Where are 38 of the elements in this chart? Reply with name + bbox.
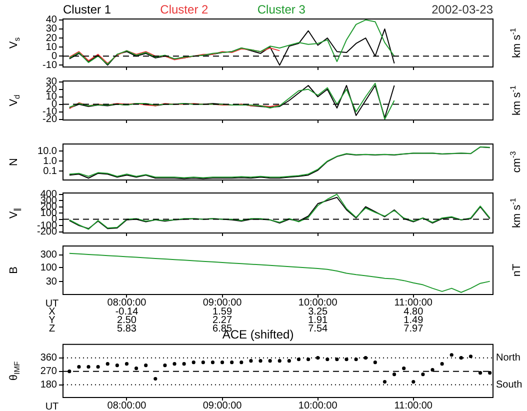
- y-tick-label: 180: [40, 380, 58, 391]
- ref-line-label: North: [496, 352, 520, 364]
- y-tick-label: 360: [40, 352, 58, 364]
- text: 7.54: [308, 323, 328, 334]
- text: 5.83: [117, 323, 137, 334]
- x-tick-label: 08:00:00: [107, 400, 147, 411]
- y-tick-label: 1.0: [43, 156, 58, 167]
- y-tick-label: 30: [46, 276, 58, 288]
- y-tick-label: -10: [42, 60, 58, 71]
- text: 7.97: [404, 323, 424, 334]
- text: Cluster 2: [160, 2, 209, 16]
- y-tick-label: 100: [40, 262, 58, 274]
- text: Cluster 1: [63, 2, 112, 16]
- y-tick-label: 10: [46, 42, 58, 53]
- text: 2002-03-23: [432, 2, 494, 16]
- y-tick-label: 30: [46, 24, 58, 35]
- y-tick-label: -20: [42, 114, 58, 125]
- y-tick-label: 270: [40, 366, 58, 378]
- y-tick-label: 0.1: [43, 166, 58, 177]
- x-tick-label: 08:00:00: [107, 298, 147, 308]
- x-tick-label: 11:00:00: [394, 298, 433, 308]
- text: Cluster 3: [257, 2, 306, 16]
- x-tick-label: 09:00:00: [202, 298, 242, 308]
- text: UT: [45, 401, 59, 411]
- ref-line-label: South: [496, 380, 522, 391]
- x-tick-label: 10:00:00: [298, 400, 338, 411]
- y-tick-label: 300: [40, 250, 58, 261]
- y-tick-label: 0: [51, 50, 58, 62]
- y-axis-title: N: [8, 158, 20, 166]
- y-tick-label: 40: [46, 14, 58, 26]
- text: Z: [48, 323, 56, 334]
- y-tick-label: 10.0: [38, 146, 58, 157]
- x-tick-label: 09:00:00: [202, 400, 242, 411]
- y-tick-label: 20: [46, 32, 58, 44]
- y-axis-title: B: [8, 266, 20, 274]
- y2-axis-title: nT: [511, 264, 524, 277]
- x-tick-label: 11:00:00: [394, 400, 433, 411]
- x-tick-label: 10:00:00: [298, 298, 338, 308]
